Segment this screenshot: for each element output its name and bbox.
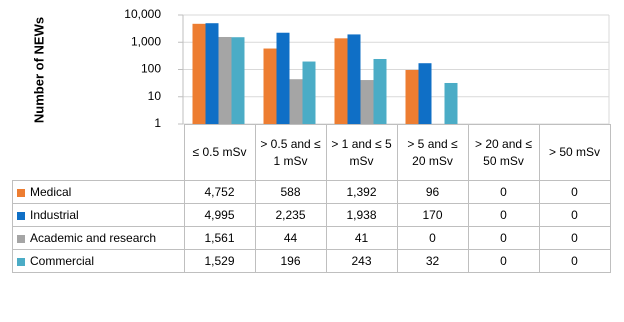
data-label: 0 xyxy=(467,203,540,227)
data-label: 0 xyxy=(538,226,611,250)
bar xyxy=(347,34,361,124)
bar xyxy=(373,58,387,124)
y-tick-label: 100 xyxy=(141,62,161,76)
y-axis-label: Number of NEWs xyxy=(31,17,46,123)
x-tick-label: > 50 mSv xyxy=(538,124,611,181)
bar xyxy=(263,48,277,124)
data-label: 196 xyxy=(254,249,327,273)
bar xyxy=(231,37,245,124)
y-tick-label: 10,000 xyxy=(124,7,161,21)
x-tick-label: > 20 and ≤ 50 mSv xyxy=(467,124,540,181)
data-table: ≤ 0.5 mSv > 0.5 and ≤ 1 mSv > 1 and ≤ 5 mS… xyxy=(12,124,611,273)
legend-swatch xyxy=(17,257,25,266)
table-row: Industrial 4,995 2,235 1,938 170 0 0 xyxy=(12,203,611,227)
bar xyxy=(289,79,303,124)
legend-entry: Industrial xyxy=(12,203,185,227)
data-label: 1,561 xyxy=(183,226,256,250)
legend-entry: Medical xyxy=(12,180,185,204)
data-label: 44 xyxy=(254,226,327,250)
data-label: 41 xyxy=(325,226,398,250)
x-tick-label: ≤ 0.5 mSv xyxy=(183,124,256,181)
bar xyxy=(205,23,219,125)
data-label: 0 xyxy=(467,180,540,204)
bar xyxy=(218,36,232,125)
data-label: 0 xyxy=(538,249,611,273)
legend-label: Industrial xyxy=(30,208,79,222)
table-row: Medical 4,752 588 1,392 96 0 0 xyxy=(12,180,611,204)
bar xyxy=(334,38,348,124)
data-label: 96 xyxy=(396,180,469,204)
legend-swatch xyxy=(17,234,25,243)
x-tick-label: > 0.5 and ≤ 1 mSv xyxy=(254,124,327,181)
data-label: 0 xyxy=(467,249,540,273)
table-header-row: ≤ 0.5 mSv > 0.5 and ≤ 1 mSv > 1 and ≤ 5 mS… xyxy=(12,124,611,181)
y-tick-label: 1 xyxy=(154,116,161,130)
data-label: 0 xyxy=(396,226,469,250)
legend-entry: Commercial xyxy=(12,249,185,273)
bar xyxy=(444,82,458,124)
table-corner xyxy=(12,124,185,181)
bar xyxy=(418,63,432,124)
data-label: 1,392 xyxy=(325,180,398,204)
data-label: 243 xyxy=(325,249,398,273)
legend-label: Commercial xyxy=(30,254,95,268)
bar xyxy=(405,69,419,124)
data-label: 1,938 xyxy=(325,203,398,227)
legend-label: Academic and research xyxy=(30,231,157,245)
x-tick-label: > 5 and ≤ 20 mSv xyxy=(396,124,469,181)
data-label: 0 xyxy=(538,180,611,204)
legend-swatch xyxy=(17,211,25,220)
data-label: 32 xyxy=(396,249,469,273)
legend-swatch xyxy=(17,188,25,197)
y-tick-label: 10 xyxy=(148,89,162,103)
data-label: 0 xyxy=(538,203,611,227)
bar xyxy=(192,23,206,125)
table-row: Academic and research 1,561 44 41 0 0 0 xyxy=(12,226,611,250)
bar xyxy=(276,32,290,124)
data-label: 1,529 xyxy=(183,249,256,273)
data-label: 2,235 xyxy=(254,203,327,227)
y-tick-label: 1,000 xyxy=(131,34,161,48)
data-label: 4,995 xyxy=(183,203,256,227)
data-label: 4,752 xyxy=(183,180,256,204)
table-row: Commercial 1,529 196 243 32 0 0 xyxy=(12,249,611,273)
bar xyxy=(302,61,316,124)
data-label: 0 xyxy=(467,226,540,250)
data-label: 588 xyxy=(254,180,327,204)
legend-entry: Academic and research xyxy=(12,226,185,250)
legend-label: Medical xyxy=(30,185,72,199)
data-label: 170 xyxy=(396,203,469,227)
x-tick-label: > 1 and ≤ 5 mSv xyxy=(325,124,398,181)
bar xyxy=(360,80,374,124)
